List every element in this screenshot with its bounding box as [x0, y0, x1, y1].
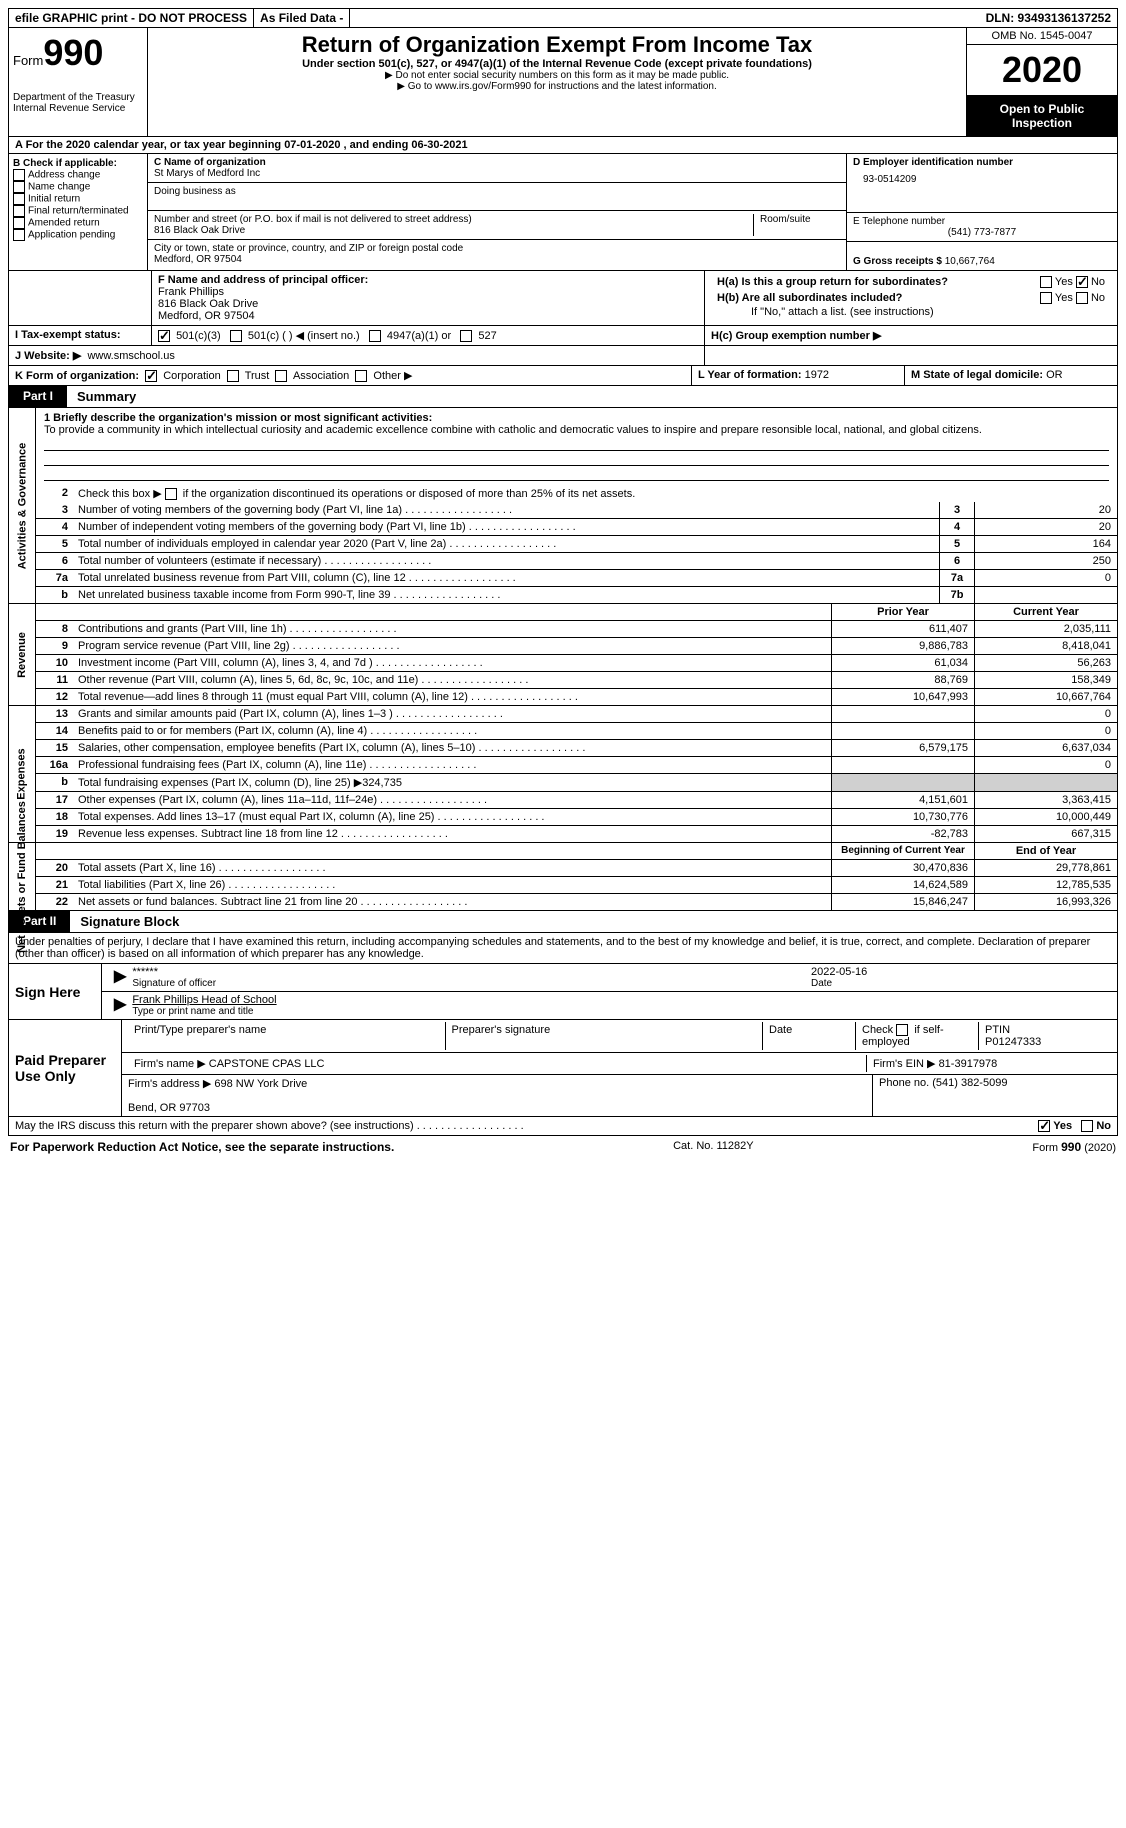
firm-phone: (541) 382-5099 — [932, 1077, 1007, 1089]
rows-f-h: F Name and address of principal officer:… — [8, 271, 1118, 326]
gov-line: 3 Number of voting members of the govern… — [36, 502, 1117, 519]
data-line: 19 Revenue less expenses. Subtract line … — [36, 826, 1117, 842]
ptin: P01247333 — [985, 1036, 1041, 1048]
box-c: C Name of organization St Marys of Medfo… — [148, 154, 846, 270]
row-a-tax-year: A For the 2020 calendar year, or tax yea… — [8, 137, 1118, 154]
data-line: 12 Total revenue—add lines 8 through 11 … — [36, 689, 1117, 705]
h-a-yesno[interactable]: Yes No — [1040, 276, 1105, 288]
data-line: b Total fundraising expenses (Part IX, c… — [36, 774, 1117, 792]
gross-receipts: 10,667,764 — [945, 256, 995, 267]
omb-number: OMB No. 1545-0047 — [967, 28, 1117, 45]
data-line: 18 Total expenses. Add lines 13–17 (must… — [36, 809, 1117, 826]
part2-header: Part II Signature Block — [8, 911, 1118, 933]
as-filed: As Filed Data - — [254, 9, 350, 27]
box-d-e-g: D Employer identification number 93-0514… — [846, 154, 1117, 270]
h-b-yesno[interactable]: Yes No — [1040, 292, 1105, 304]
row-i: I Tax-exempt status: 501(c)(3) 501(c) ( … — [8, 326, 1118, 346]
check-4947[interactable]: 4947(a)(1) or — [369, 330, 451, 342]
officer-name-title: Frank Phillips Head of School — [132, 994, 276, 1006]
check-amended[interactable]: Amended return — [13, 217, 143, 229]
data-line: 14 Benefits paid to or for members (Part… — [36, 723, 1117, 740]
data-line: 22 Net assets or fund balances. Subtract… — [36, 894, 1117, 910]
part1-header: Part I Summary — [8, 386, 1118, 408]
section-revenue: Revenue Prior Year Current Year 8 Contri… — [8, 604, 1118, 706]
data-line: 11 Other revenue (Part VIII, column (A),… — [36, 672, 1117, 689]
firm-name: CAPSTONE CPAS LLC — [209, 1058, 325, 1070]
firm-ein: 81-3917978 — [939, 1058, 998, 1070]
arrow-icon: ▶ — [108, 966, 132, 989]
check-name[interactable]: Name change — [13, 181, 143, 193]
entity-info-grid: B Check if applicable: Address change Na… — [8, 154, 1118, 271]
check-final[interactable]: Final return/terminated — [13, 205, 143, 217]
section-governance: Activities & Governance 1 Briefly descri… — [8, 408, 1118, 604]
phone: (541) 773-7877 — [853, 227, 1111, 238]
subtitle-1: Under section 501(c), 527, or 4947(a)(1)… — [156, 58, 958, 70]
check-pending[interactable]: Application pending — [13, 229, 143, 241]
gov-line: 7a Total unrelated business revenue from… — [36, 570, 1117, 587]
check-corp[interactable]: Corporation — [145, 370, 221, 382]
page-footer: For Paperwork Reduction Act Notice, see … — [8, 1136, 1118, 1158]
check-self-employed[interactable] — [896, 1024, 908, 1036]
sign-here-block: Sign Here ▶ ****** Signature of officer … — [8, 964, 1118, 1020]
data-line: 21 Total liabilities (Part X, line 26) 1… — [36, 877, 1117, 894]
data-line: 13 Grants and similar amounts paid (Part… — [36, 706, 1117, 723]
section-net-assets: Net Assets or Fund Balances Beginning of… — [8, 843, 1118, 911]
sign-date: 2022-05-16 — [811, 966, 1111, 978]
discuss-row: May the IRS discuss this return with the… — [8, 1117, 1118, 1136]
domicile: OR — [1046, 369, 1063, 381]
row-j: J Website: ▶ www.smschool.us — [8, 346, 1118, 366]
data-line: 17 Other expenses (Part IX, column (A), … — [36, 792, 1117, 809]
paid-preparer-block: Paid Preparer Use Only Print/Type prepar… — [8, 1020, 1118, 1117]
check-assoc[interactable]: Association — [275, 370, 349, 382]
data-line: 15 Salaries, other compensation, employe… — [36, 740, 1117, 757]
mission-text: To provide a community in which intellec… — [44, 424, 982, 436]
website: www.smschool.us — [87, 350, 174, 362]
check-527[interactable]: 527 — [460, 330, 496, 342]
form-title: Return of Organization Exempt From Incom… — [156, 32, 958, 58]
gov-line: 6 Total number of volunteers (estimate i… — [36, 553, 1117, 570]
gov-line: 5 Total number of individuals employed i… — [36, 536, 1117, 553]
gov-line: b Net unrelated business taxable income … — [36, 587, 1117, 603]
top-bar: efile GRAPHIC print - DO NOT PROCESS As … — [8, 8, 1118, 28]
dept-label: Department of the Treasury Internal Reve… — [13, 92, 143, 114]
check-501c3[interactable]: 501(c)(3) — [158, 330, 221, 342]
check-other[interactable]: Other ▶ — [355, 370, 412, 382]
data-line: 20 Total assets (Part X, line 16) 30,470… — [36, 860, 1117, 877]
gov-line: 4 Number of independent voting members o… — [36, 519, 1117, 536]
officer-name: Frank Phillips — [158, 286, 224, 298]
open-inspection: Open to Public Inspection — [967, 96, 1117, 136]
check-discontinued[interactable] — [165, 488, 177, 500]
org-address: 816 Black Oak Drive — [154, 225, 753, 236]
org-city: Medford, OR 97504 — [154, 254, 840, 265]
subtitle-3: ▶ Go to www.irs.gov/Form990 for instruct… — [156, 81, 958, 92]
irs-link[interactable]: www.irs.gov/Form990 — [435, 81, 531, 92]
row-k-l-m: K Form of organization: Corporation Trus… — [8, 366, 1118, 386]
discuss-yesno[interactable]: Yes No — [965, 1117, 1117, 1135]
org-name: St Marys of Medford Inc — [154, 168, 840, 179]
efile-notice: efile GRAPHIC print - DO NOT PROCESS — [9, 9, 254, 27]
year-formed: 1972 — [805, 369, 829, 381]
perjury-statement: Under penalties of perjury, I declare th… — [8, 933, 1118, 964]
mission-block: 1 Briefly describe the organization's mi… — [36, 408, 1117, 485]
form-number: Form990 — [13, 32, 143, 74]
form-header: Form990 Department of the Treasury Inter… — [8, 28, 1118, 137]
subtitle-2: ▶ Do not enter social security numbers o… — [156, 70, 958, 81]
data-line: 16a Professional fundraising fees (Part … — [36, 757, 1117, 774]
data-line: 9 Program service revenue (Part VIII, li… — [36, 638, 1117, 655]
dln: DLN: 93493136137252 — [980, 9, 1117, 27]
check-address[interactable]: Address change — [13, 169, 143, 181]
data-line: 10 Investment income (Part VIII, column … — [36, 655, 1117, 672]
data-line: 8 Contributions and grants (Part VIII, l… — [36, 621, 1117, 638]
check-501c[interactable]: 501(c) ( ) ◀ (insert no.) — [230, 330, 360, 342]
box-b: B Check if applicable: Address change Na… — [9, 154, 148, 270]
tax-year: 2020 — [967, 45, 1117, 96]
ein: 93-0514209 — [853, 168, 1111, 185]
arrow-icon: ▶ — [108, 994, 132, 1017]
check-trust[interactable]: Trust — [227, 370, 270, 382]
check-initial[interactable]: Initial return — [13, 193, 143, 205]
section-expenses: Expenses 13 Grants and similar amounts p… — [8, 706, 1118, 843]
